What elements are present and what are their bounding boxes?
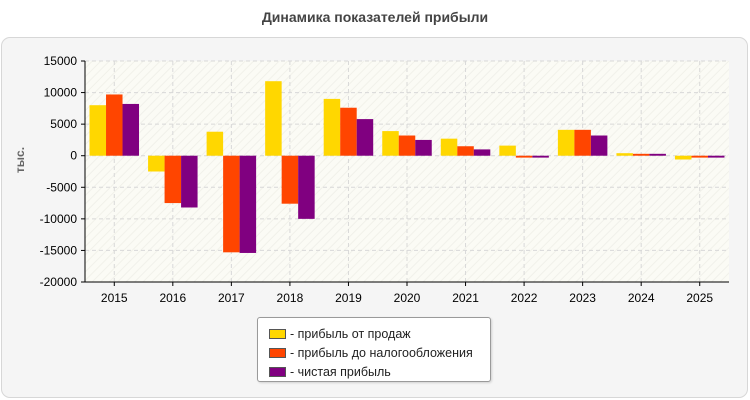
y-tick-label: -15000 — [40, 243, 78, 257]
legend-label: - чистая прибыль — [290, 364, 391, 379]
legend-item-net-profit: - чистая прибыль — [258, 362, 490, 381]
y-tick-label: 10000 — [44, 86, 78, 100]
legend-swatch — [269, 328, 286, 339]
x-tick-label: 2021 — [452, 291, 479, 305]
bar-2020-series-2 — [398, 135, 416, 156]
bar-2023-series-1 — [557, 129, 575, 156]
bar-2017-series-1 — [206, 131, 224, 156]
bar-2022-series-3 — [532, 155, 549, 158]
y-tick-label: 0 — [70, 149, 77, 163]
bar-2021-series-1 — [440, 138, 458, 156]
bar-2023-series-3 — [590, 135, 608, 156]
bar-2019-series-1 — [323, 98, 341, 156]
x-tick-label: 2022 — [511, 291, 538, 305]
legend-label: - прибыль от продаж — [290, 326, 411, 341]
bar-2018-series-2 — [281, 155, 299, 204]
bar-2016-series-3 — [181, 155, 198, 208]
bar-2020-series-3 — [415, 139, 432, 156]
x-tick-label: 2024 — [628, 291, 655, 305]
x-tick-label: 2016 — [159, 291, 186, 305]
legend: - прибыль от продаж - прибыль до налогоо… — [257, 317, 491, 382]
bar-2021-series-2 — [457, 146, 474, 156]
bar-2025-series-2 — [691, 155, 708, 158]
bar-2025-series-1 — [674, 155, 692, 160]
bar-2024-series-2 — [632, 153, 650, 156]
bar-2024-series-1 — [616, 153, 633, 156]
x-tick-label: 2025 — [686, 291, 713, 305]
bar-2021-series-3 — [473, 149, 491, 156]
bar-2017-series-2 — [223, 155, 240, 253]
bar-2015-series-2 — [106, 94, 123, 156]
bar-2016-series-2 — [164, 155, 182, 204]
bar-2023-series-2 — [574, 129, 591, 156]
y-tick-label: 5000 — [50, 117, 77, 131]
legend-swatch — [269, 366, 286, 377]
bar-2019-series-3 — [356, 119, 374, 156]
chart-title: Динамика показателей прибыли — [261, 9, 489, 25]
bar-2017-series-3 — [239, 155, 257, 253]
x-tick-label: 2017 — [218, 291, 245, 305]
bar-2015-series-1 — [89, 105, 107, 156]
y-tick-label: -5000 — [46, 180, 77, 194]
bar-2022-series-2 — [515, 155, 533, 158]
bar-2025-series-3 — [707, 155, 725, 158]
x-tick-label: 2018 — [277, 291, 304, 305]
legend-swatch — [269, 347, 286, 358]
legend-item-pretax-profit: - прибыль до налогообложения — [258, 343, 490, 362]
y-ticks: 15000 10000 5000 0 -5000 -10000 -15000 -20000 — [40, 54, 85, 289]
x-tick-label: 2019 — [335, 291, 362, 305]
x-tick-label: 2015 — [101, 291, 128, 305]
bar-2018-series-3 — [298, 155, 315, 219]
y-axis-label: тыс. — [13, 147, 27, 173]
bars — [89, 81, 725, 253]
bar-2020-series-1 — [382, 131, 399, 156]
legend-label: - прибыль до налогообложения — [290, 345, 473, 360]
bar-2019-series-2 — [340, 107, 357, 156]
legend-item-sales-profit: - прибыль от продаж — [258, 324, 490, 343]
bar-2024-series-3 — [649, 153, 666, 156]
y-tick-label: 15000 — [44, 54, 78, 68]
x-tick-label: 2023 — [569, 291, 596, 305]
bar-2016-series-1 — [148, 155, 165, 172]
bar-2015-series-3 — [122, 103, 140, 156]
y-tick-label: -20000 — [40, 275, 78, 289]
x-ticks: 2015 2016 2017 2018 2019 2020 2021 2022 2023 2024… — [101, 282, 713, 305]
y-tick-label: -10000 — [40, 212, 78, 226]
bar-2018-series-1 — [265, 81, 282, 156]
x-tick-label: 2020 — [394, 291, 421, 305]
bar-2022-series-1 — [499, 145, 516, 156]
